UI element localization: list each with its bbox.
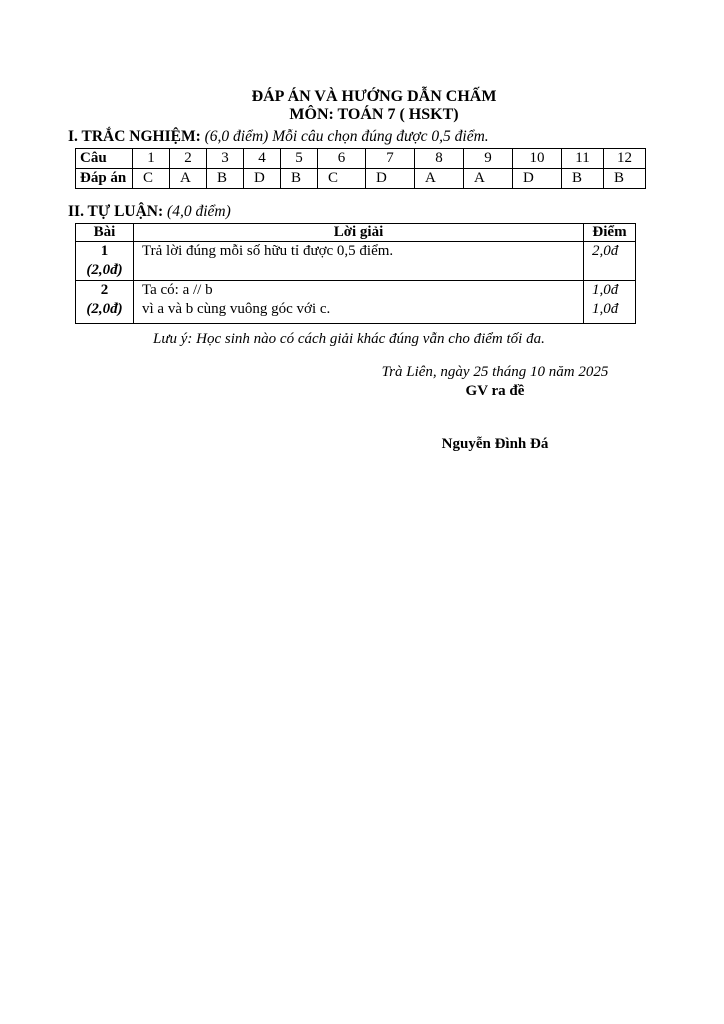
solution-cell: Trả lời đúng mỗi số hữu tỉ được 0,5 điểm… [133, 241, 584, 281]
question-number: 1 [132, 148, 170, 169]
multiple-choice-answer-table: Câu 1 2 3 4 5 6 7 8 9 10 11 12 Đáp án C … [75, 148, 646, 189]
question-number: 10 [512, 148, 562, 169]
question-row-label: Câu [75, 148, 133, 169]
question-number: 8 [414, 148, 464, 169]
document-title-block: ĐÁP ÁN VÀ HƯỚNG DẪN CHẤM MÔN: TOÁN 7 ( H… [68, 88, 680, 124]
mark-value: 1,0đ [592, 282, 619, 298]
section2-heading-note: (4,0 điểm) [167, 203, 231, 220]
section2-heading-label: II. TỰ LUẬN: [68, 203, 164, 220]
answer-cell: A [414, 168, 464, 189]
answer-cell: D [512, 168, 562, 189]
solution-cell: Ta có: a // b vì a và b cùng vuông góc v… [133, 280, 584, 324]
mark-value: 2,0đ [592, 243, 619, 259]
answer-cell: C [132, 168, 170, 189]
essay-row-2: 2 (2,0đ) Ta có: a // b vì a và b cùng vu… [75, 280, 636, 324]
answer-cell: D [365, 168, 415, 189]
signature-place-date: Trà Liên, ngày 25 tháng 10 năm 2025 [381, 364, 609, 380]
answer-row: Đáp án C A B D B C D A A D B B [75, 168, 646, 189]
marks-cell: 1,0đ 1,0đ [583, 280, 636, 324]
document-title: ĐÁP ÁN VÀ HƯỚNG DẪN CHẤM [251, 88, 497, 105]
section1-heading-label: I. TRẮC NGHIỆM: [68, 128, 201, 145]
answer-cell: B [206, 168, 244, 189]
problem-number: 2 [100, 282, 109, 298]
question-number: 12 [603, 148, 646, 169]
answer-row-label: Đáp án [75, 168, 133, 189]
answer-cell: B [561, 168, 604, 189]
mark-value: 1,0đ [592, 301, 619, 317]
signature-block: Trà Liên, ngày 25 tháng 10 năm 2025 GV r… [340, 363, 650, 454]
grading-note: Lưu ý: Học sinh nào có cách giải khác đú… [153, 331, 545, 347]
answer-cell: A [169, 168, 207, 189]
document-subtitle: MÔN: TOÁN 7 ( HSKT) [289, 106, 459, 123]
question-number: 4 [243, 148, 281, 169]
essay-table-header-row: Bài Lời giải Điểm [75, 223, 636, 242]
question-number: 11 [561, 148, 604, 169]
solution-line: vì a và b cùng vuông góc với c. [142, 301, 331, 317]
essay-header-diem: Điểm [583, 223, 636, 242]
essay-grading-table: Bài Lời giải Điểm 1 (2,0đ) Trả lời đúng … [75, 223, 636, 324]
question-number: 6 [317, 148, 366, 169]
question-number: 5 [280, 148, 318, 169]
solution-line: Trả lời đúng mỗi số hữu tỉ được 0,5 điểm… [142, 243, 394, 259]
question-number: 3 [206, 148, 244, 169]
section1-heading: I. TRẮC NGHIỆM: (6,0 điểm) Mỗi câu chọn … [68, 127, 724, 146]
essay-row-1: 1 (2,0đ) Trả lời đúng mỗi số hữu tỉ được… [75, 241, 636, 281]
question-number-row: Câu 1 2 3 4 5 6 7 8 9 10 11 12 [75, 148, 646, 169]
question-number: 2 [169, 148, 207, 169]
problem-id-cell: 2 (2,0đ) [75, 280, 134, 324]
section2-heading: II. TỰ LUẬN: (4,0 điểm) [68, 202, 724, 221]
essay-header-loigiai: Lời giải [133, 223, 584, 242]
section1-heading-note: (6,0 điểm) Mỗi câu chọn đúng được 0,5 đi… [204, 128, 489, 145]
question-number: 7 [365, 148, 415, 169]
answer-cell: B [603, 168, 646, 189]
marks-cell: 2,0đ [583, 241, 636, 281]
signature-name: Nguyễn Đình Đá [441, 436, 549, 452]
answer-cell: B [280, 168, 318, 189]
signature-role: GV ra đề [465, 383, 525, 399]
problem-points: (2,0đ) [86, 262, 123, 278]
document-body: ĐÁP ÁN VÀ HƯỚNG DẪN CHẤM MÔN: TOÁN 7 ( H… [0, 0, 724, 454]
answer-cell: A [463, 168, 513, 189]
solution-line: Ta có: a // b [142, 282, 213, 298]
question-number: 9 [463, 148, 513, 169]
problem-number: 1 [100, 243, 109, 259]
problem-points: (2,0đ) [86, 301, 123, 317]
answer-cell: C [317, 168, 366, 189]
problem-id-cell: 1 (2,0đ) [75, 241, 134, 281]
essay-header-bai: Bài [75, 223, 134, 242]
answer-cell: D [243, 168, 281, 189]
